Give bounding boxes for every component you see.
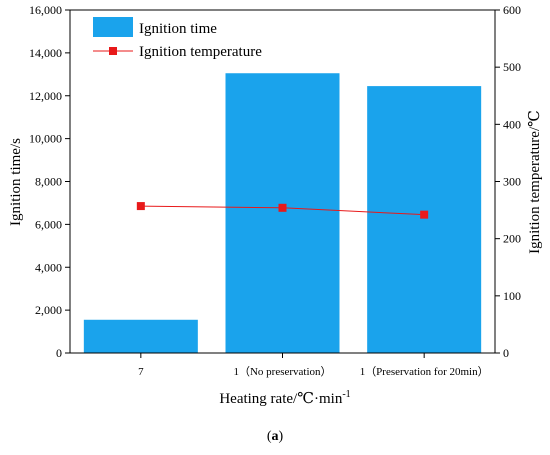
y-tick-label-right-5: 500	[503, 60, 521, 74]
y-tick-label-right-6: 600	[503, 3, 521, 17]
legend-label-ignition-time: Ignition time	[139, 21, 217, 37]
temperature-point-2	[278, 203, 287, 212]
legend-label-ignition-temperature: Ignition temperature	[139, 44, 262, 60]
y-tick-label-right-1: 100	[503, 289, 521, 303]
x-axis-title-main: Heating rate/℃·min	[219, 391, 342, 407]
y-axis-title-right: Ignition temperature/℃	[527, 110, 543, 254]
figure-caption: (a)	[267, 429, 284, 444]
x-axis-title-superscript: -1	[342, 389, 350, 400]
legend: Ignition time Ignition temperature	[93, 17, 262, 60]
y-axis-title-left: Ignition time/s	[8, 138, 24, 226]
bar-3	[367, 86, 482, 354]
y-tick-label-left-5: 10,000	[29, 132, 62, 146]
y-tick-label-left-2: 4,000	[35, 260, 62, 274]
y-tick-label-left-0: 0	[56, 346, 62, 360]
y-tick-label-left-1: 2,000	[35, 303, 62, 317]
temperature-point-3	[420, 210, 429, 219]
y-tick-label-left-6: 12,000	[29, 89, 62, 103]
y-tick-label-right-0: 0	[503, 346, 509, 360]
y-tick-label-left-7: 14,000	[29, 46, 62, 60]
y-tick-label-right-3: 300	[503, 175, 521, 189]
legend-marker-ignition-temperature	[109, 47, 117, 55]
y-tick-label-right-2: 200	[503, 232, 521, 246]
y-tick-label-left-8: 16,000	[29, 3, 62, 17]
y-tick-label-right-4: 400	[503, 117, 521, 131]
x-axis-title: Heating rate/℃·min-1	[219, 389, 350, 407]
bar-1	[83, 319, 198, 353]
x-tick-label-0: 7	[138, 366, 144, 378]
bar-2	[225, 73, 340, 353]
y-tick-label-left-4: 8,000	[35, 175, 62, 189]
temperature-point-1	[136, 202, 145, 211]
x-tick-label-1: 1（No preservation）	[233, 365, 331, 378]
y-tick-label-left-3: 6,000	[35, 217, 62, 231]
x-tick-label-2: 1（Preservation for 20min）	[360, 365, 489, 378]
figure-caption-letter: a	[272, 429, 279, 444]
legend-swatch-ignition-time	[93, 17, 133, 37]
